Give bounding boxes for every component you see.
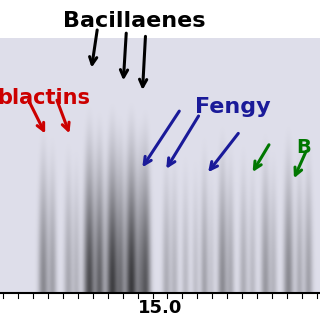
Text: B: B: [296, 138, 311, 157]
Text: Bacillaenes: Bacillaenes: [63, 11, 206, 31]
Text: blactins: blactins: [0, 88, 90, 108]
Text: Fengy: Fengy: [195, 97, 271, 117]
Bar: [0, 0, 320, 38]
Text: 15.0: 15.0: [138, 299, 182, 317]
